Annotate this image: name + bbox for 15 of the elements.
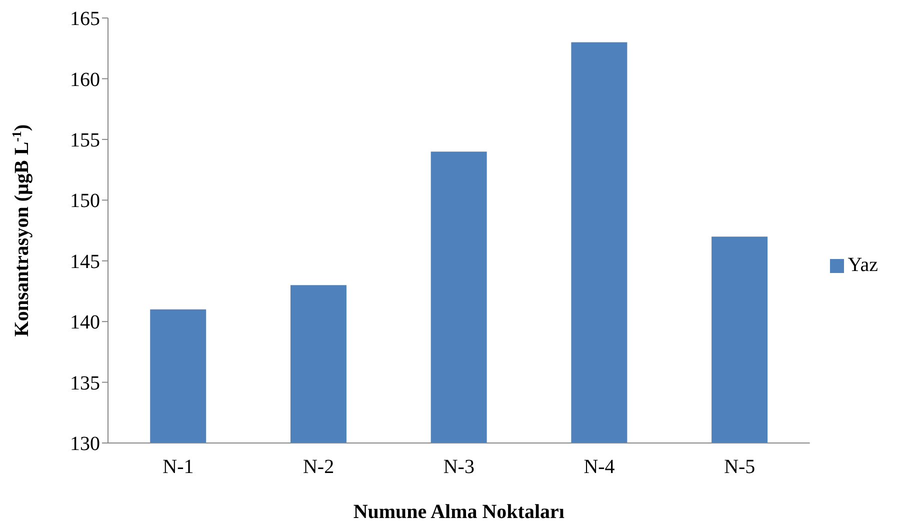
y-tick-label: 160	[70, 68, 100, 91]
x-tick-label: N-1	[162, 456, 194, 478]
legend-label: Yaz	[848, 254, 878, 276]
y-tick-label: 135	[70, 372, 100, 394]
y-tick-label: 130	[70, 433, 100, 456]
x-tick-label: N-2	[302, 456, 334, 478]
x-tick-label: N-3	[443, 456, 474, 478]
y-tick-label: 165	[70, 8, 100, 30]
y-tick-label: 145	[70, 250, 100, 273]
x-axis-title: Numune Alma Noktaları	[353, 501, 565, 523]
x-tick-label: N-5	[724, 456, 756, 478]
y-tick-label: 140	[70, 312, 100, 334]
y-tick-label: 155	[70, 130, 100, 152]
x-tick-label: N-4	[584, 456, 615, 478]
y-tick-label: 150	[70, 190, 100, 212]
